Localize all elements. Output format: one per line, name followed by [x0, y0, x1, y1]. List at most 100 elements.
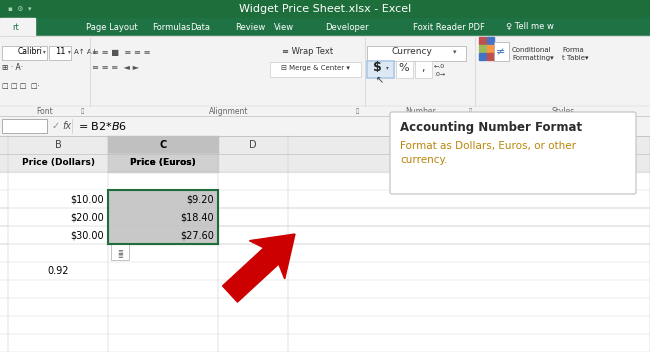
Text: ⌵: ⌵: [469, 108, 472, 114]
Text: ≡ Wrap Text: ≡ Wrap Text: [282, 48, 333, 57]
Text: ▾: ▾: [68, 50, 71, 55]
Text: ←.0: ←.0: [434, 63, 445, 69]
Text: $27.60: $27.60: [180, 230, 214, 240]
Text: ♀ Tell me w: ♀ Tell me w: [506, 23, 554, 31]
Text: Price (Dollars): Price (Dollars): [21, 158, 94, 168]
FancyBboxPatch shape: [270, 62, 361, 76]
Text: ≡: ≡: [117, 253, 123, 259]
Text: 0.92: 0.92: [47, 266, 69, 276]
FancyBboxPatch shape: [49, 46, 71, 60]
Bar: [8, 190, 108, 208]
FancyBboxPatch shape: [2, 119, 47, 133]
FancyBboxPatch shape: [390, 112, 636, 194]
Text: $10.00: $10.00: [70, 194, 104, 204]
Bar: [108, 136, 218, 154]
Text: Widget Price Sheet.xlsx - Excel: Widget Price Sheet.xlsx - Excel: [239, 4, 411, 14]
Text: $18.40: $18.40: [181, 212, 214, 222]
Bar: [479, 53, 486, 60]
Bar: [108, 190, 218, 208]
Text: Price (Euros): Price (Euros): [130, 158, 196, 168]
Bar: [0, 18, 35, 36]
Text: ≡ ≡ ■  ≡ ≡ ≡: ≡ ≡ ■ ≡ ≡ ≡: [92, 48, 151, 57]
Text: Calibri: Calibri: [18, 48, 43, 57]
Text: fx: fx: [62, 121, 71, 131]
Text: E: E: [466, 140, 472, 150]
Text: 11: 11: [55, 48, 65, 57]
Text: ≡: ≡: [117, 249, 123, 255]
Text: Data: Data: [190, 23, 210, 31]
Text: rt: rt: [12, 23, 19, 31]
Text: B: B: [55, 140, 61, 150]
Bar: [108, 154, 218, 172]
FancyArrow shape: [222, 234, 295, 302]
Bar: [0, 136, 650, 154]
Text: Styles: Styles: [552, 107, 575, 115]
Text: ≡ ≡ ≡  ◄ ►: ≡ ≡ ≡ ◄ ►: [92, 63, 139, 73]
Text: ⌵: ⌵: [81, 108, 84, 114]
Text: Page Layout: Page Layout: [86, 23, 138, 31]
FancyBboxPatch shape: [2, 46, 47, 60]
Text: Alignment: Alignment: [209, 107, 248, 115]
Bar: [8, 226, 108, 244]
Text: ▪  ⚙  ▾: ▪ ⚙ ▾: [8, 6, 31, 12]
Text: D: D: [249, 140, 257, 150]
FancyBboxPatch shape: [367, 45, 465, 61]
Text: Format as Dollars, Euros, or other: Format as Dollars, Euros, or other: [400, 141, 576, 151]
Text: $30.00: $30.00: [70, 230, 104, 240]
Text: Developer: Developer: [325, 23, 369, 31]
Text: ▾: ▾: [385, 65, 389, 70]
Bar: [487, 45, 494, 52]
Bar: [479, 37, 486, 44]
Text: Currency: Currency: [391, 48, 432, 57]
Bar: [108, 190, 218, 244]
Text: ,: ,: [421, 63, 424, 73]
Text: .0→: .0→: [434, 71, 445, 76]
Text: View: View: [274, 23, 294, 31]
Text: $20.00: $20.00: [70, 212, 104, 222]
Text: $9.20: $9.20: [187, 194, 214, 204]
Text: ⊞ · A·: ⊞ · A·: [2, 63, 23, 73]
Bar: [108, 208, 218, 226]
Text: Formulas: Formulas: [152, 23, 190, 31]
Text: Accounting Number Format: Accounting Number Format: [400, 121, 582, 134]
Bar: [0, 36, 650, 116]
Text: $: $: [372, 62, 382, 75]
Bar: [0, 154, 650, 172]
Text: t Table▾: t Table▾: [562, 55, 588, 61]
Text: ▾: ▾: [453, 49, 457, 55]
Text: Conditional: Conditional: [512, 47, 552, 53]
Bar: [0, 116, 650, 136]
Text: = B2*$B$6: = B2*$B$6: [78, 120, 127, 132]
Text: ≠: ≠: [497, 47, 506, 57]
Text: currency.: currency.: [400, 155, 447, 165]
Text: □ □ □  □·: □ □ □ □·: [2, 83, 40, 89]
FancyBboxPatch shape: [415, 61, 432, 77]
Text: %: %: [398, 63, 410, 73]
Bar: [8, 208, 108, 226]
Bar: [0, 136, 650, 352]
Text: Price (Euros): Price (Euros): [130, 158, 196, 168]
Text: C: C: [159, 140, 166, 150]
Text: Foxit Reader PDF: Foxit Reader PDF: [413, 23, 485, 31]
Text: Forma: Forma: [562, 47, 584, 53]
Bar: [0, 0, 650, 18]
FancyBboxPatch shape: [111, 244, 129, 260]
FancyBboxPatch shape: [395, 61, 413, 77]
Text: ⊟ Merge & Center ▾: ⊟ Merge & Center ▾: [281, 65, 350, 71]
Bar: [487, 53, 494, 60]
FancyBboxPatch shape: [493, 42, 508, 61]
Text: ✓: ✓: [52, 121, 60, 131]
Bar: [0, 18, 650, 36]
Text: Number: Number: [406, 107, 436, 115]
Text: A↑ A↓: A↑ A↓: [74, 49, 98, 55]
Text: Font: Font: [36, 107, 53, 115]
Bar: [487, 37, 494, 44]
Text: ↖: ↖: [376, 75, 384, 85]
Bar: [479, 45, 486, 52]
Bar: [108, 226, 218, 244]
Text: ⌵: ⌵: [356, 108, 359, 114]
Text: Review: Review: [235, 23, 265, 31]
Text: Formatting▾: Formatting▾: [512, 55, 554, 61]
Text: ▾: ▾: [43, 50, 46, 55]
FancyBboxPatch shape: [367, 61, 393, 77]
